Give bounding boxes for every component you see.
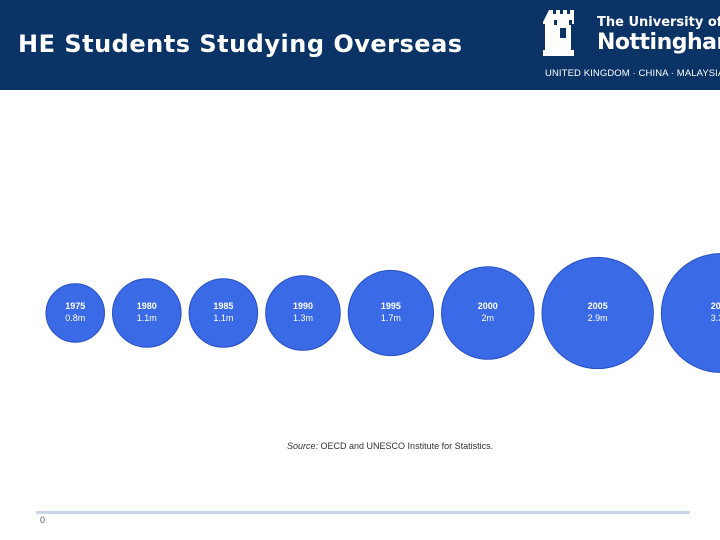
bubble-value-label: 1.1m [213, 313, 233, 323]
bubble-1990: 1990 1.3m [265, 275, 341, 351]
bubble-year: 1985 [213, 301, 233, 311]
bubble-year: 2005 [588, 301, 608, 311]
bubble-1975: 1975 0.8m [45, 283, 105, 343]
bubble-year: 1995 [381, 301, 401, 311]
bubble-circle [45, 283, 105, 343]
university-logo: The University of Nottingham UNITED KING… [543, 6, 720, 86]
bubble-year: 2000 [478, 301, 498, 311]
bubble-value-label: 2m [482, 313, 495, 323]
logo-line-2: Nottingham [597, 30, 720, 55]
bubble-value-label: 1.1m [137, 313, 157, 323]
bubble-circle [441, 266, 535, 360]
bubble-1980: 1980 1.1m [111, 278, 182, 348]
bubble-value-label: 2.9m [588, 313, 608, 323]
footer-rule [36, 511, 690, 514]
bubble-value-label: 3.3m [711, 313, 720, 323]
bubble-circle [347, 269, 435, 357]
slide-title: HE Students Studying Overseas [18, 30, 463, 58]
castle-crest-icon [543, 10, 574, 56]
bubble-circle [111, 278, 182, 348]
bubble-year: 1980 [137, 301, 157, 311]
source-text: OECD and UNESCO Institute for Statistics… [318, 441, 494, 451]
source-prefix: Source: [287, 441, 319, 451]
bubble-value-label: 0.8m [65, 313, 85, 323]
bubble-year: 1990 [293, 301, 313, 311]
bubble-2000: 2000 2m [441, 266, 535, 360]
bubble-circle [541, 256, 654, 370]
bubble-2005: 2005 2.9m [541, 256, 654, 370]
bubble-2008: 2008 3.3m [660, 253, 720, 373]
slide-header: HE Students Studying Overseas The Univer… [0, 0, 720, 90]
source-note: Source: OECD and UNESCO Institute for St… [287, 441, 493, 451]
logo-line-1: The University of [597, 15, 720, 30]
bubble-year: 2008 [711, 301, 720, 311]
bubble-circle [660, 253, 720, 373]
bubble-1995: 1995 1.7m [347, 269, 435, 357]
bubble-year: 1975 [65, 301, 85, 311]
bubble-circle [188, 278, 259, 348]
bubble-value-label: 1.3m [293, 313, 313, 323]
bubble-1985: 1985 1.1m [188, 278, 259, 348]
bubble-value-label: 1.7m [381, 313, 401, 323]
logo-line-3: UNITED KINGDOM · CHINA · MALAYSIA [545, 68, 720, 79]
page-number: 0 [40, 515, 46, 525]
bubble-circle [265, 275, 341, 351]
